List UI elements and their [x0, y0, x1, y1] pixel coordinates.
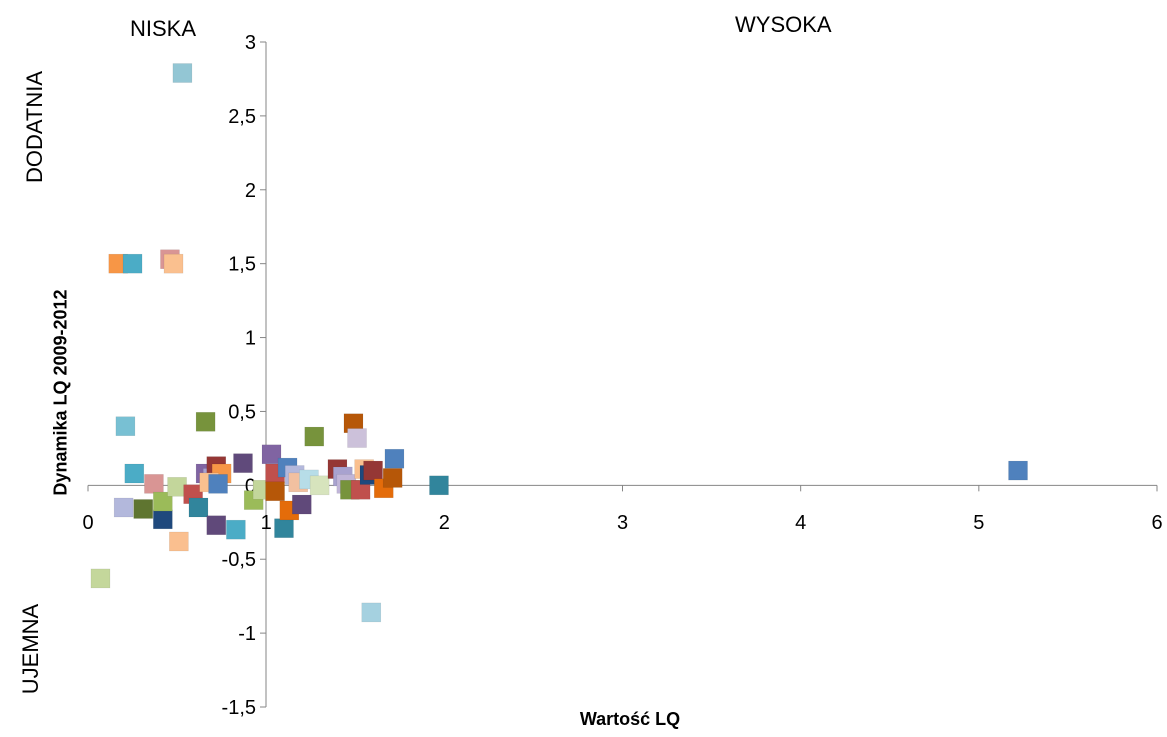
tick-labels: -1,5-1-0,500,511,522,530 1 2 3 4 5 6 — [82, 32, 1162, 719]
data-point — [115, 416, 136, 436]
data-point — [124, 463, 145, 484]
data-point — [233, 453, 253, 473]
y-tick-label: 1 — [245, 328, 256, 350]
axes — [87, 41, 1158, 708]
y-tick-label: 0 — [245, 475, 256, 497]
data-point — [206, 515, 227, 535]
x-tick-label: 3 — [617, 512, 628, 534]
data-point — [133, 499, 153, 519]
x-tick-label: 0 — [82, 512, 93, 534]
x-tick-label: 6 — [1151, 512, 1162, 534]
data-point — [208, 474, 228, 494]
y-tick-label: 3 — [245, 32, 256, 54]
y-tick-label: -0,5 — [222, 549, 256, 571]
x-tick-label: 5 — [973, 512, 984, 534]
data-point — [261, 444, 282, 465]
data-point — [274, 518, 294, 538]
data-point — [1008, 460, 1028, 481]
data-point — [363, 460, 383, 481]
x-axis-title: Wartość LQ — [579, 709, 681, 729]
data-point — [90, 568, 111, 589]
data-point — [292, 494, 312, 515]
y-tick-label: 2 — [245, 180, 256, 202]
data-point — [361, 602, 382, 623]
data-point — [226, 519, 246, 540]
data-points — [90, 63, 1028, 623]
y-tick-label: -1 — [238, 623, 256, 645]
x-tick-label: 4 — [795, 512, 806, 534]
data-point — [153, 509, 173, 530]
data-point — [304, 426, 325, 447]
data-point — [195, 412, 216, 432]
data-point — [382, 468, 403, 488]
data-point — [188, 497, 209, 518]
data-point — [144, 474, 164, 494]
data-point — [347, 428, 367, 448]
data-point — [153, 491, 173, 512]
y-tick-label: 2,5 — [228, 106, 256, 128]
data-point — [172, 63, 193, 83]
data-point — [309, 475, 330, 496]
quadrant-label-niska: NISKA — [130, 16, 197, 41]
quadrant-label-ujemna: UJEMNA — [18, 603, 43, 695]
y-axis-title: Dynamika LQ 2009-2012 — [50, 289, 71, 496]
quadrant-label-wysoka: WYSOKA — [735, 12, 832, 37]
y-tick-label: 1,5 — [228, 254, 256, 276]
data-point — [169, 531, 189, 552]
data-point — [384, 448, 405, 469]
quadrant-label-dodatnia: DODATNIA — [22, 70, 47, 184]
y-tick-label: -1,5 — [222, 697, 256, 719]
data-point — [122, 253, 143, 274]
x-tick-label: 1 — [261, 512, 272, 534]
data-point — [163, 253, 184, 274]
data-point — [265, 481, 285, 501]
y-tick-label: 0,5 — [228, 401, 256, 423]
data-point — [113, 497, 134, 518]
data-point — [429, 475, 449, 496]
x-tick-label: 2 — [439, 512, 450, 534]
